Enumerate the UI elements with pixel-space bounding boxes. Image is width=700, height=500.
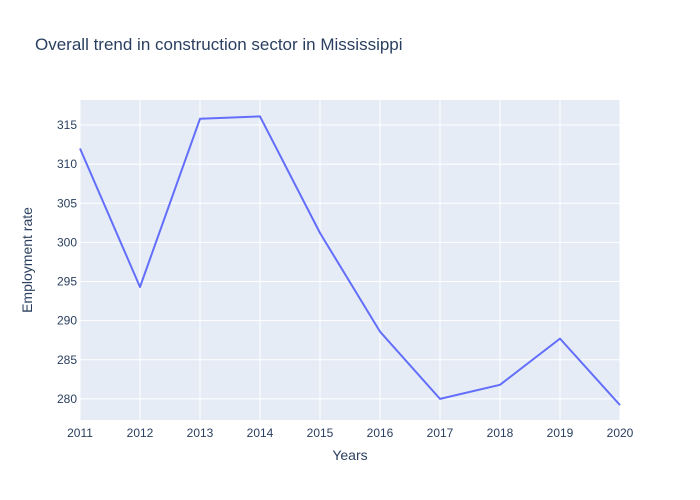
y-tick-label: 290 <box>57 314 77 328</box>
x-tick-label: 2013 <box>187 426 214 440</box>
y-tick-label: 310 <box>57 157 77 171</box>
x-tick-label: 2020 <box>607 426 634 440</box>
x-axis-ticks: 2011 2012 2013 2014 2015 2016 2017 2018 2019 2020 <box>67 426 634 440</box>
x-tick-label: 2012 <box>127 426 154 440</box>
y-tick-label: 295 <box>57 275 77 289</box>
y-tick-label: 305 <box>57 196 77 210</box>
chart-title: Overall trend in construction sector in … <box>35 35 403 54</box>
y-axis-ticks: 280 285 290 295 300 305 310 315 <box>57 118 77 406</box>
series-line <box>79 115 621 406</box>
x-tick-label: 2016 <box>367 426 394 440</box>
x-tick-label: 2017 <box>427 426 454 440</box>
plot-area <box>80 100 620 420</box>
x-axis-title: Years <box>332 447 367 463</box>
y-tick-label: 315 <box>57 118 77 132</box>
y-tick-label: 300 <box>57 235 77 249</box>
y-tick-label: 280 <box>57 392 77 406</box>
x-tick-label: 2019 <box>547 426 574 440</box>
y-axis-title: Employment rate <box>19 207 35 313</box>
x-tick-label: 2018 <box>487 426 514 440</box>
x-tick-label: 2014 <box>247 426 274 440</box>
y-tick-label: 285 <box>57 353 77 367</box>
series-layer <box>79 115 621 406</box>
x-tick-label: 2015 <box>307 426 334 440</box>
x-tick-label: 2011 <box>67 426 93 440</box>
